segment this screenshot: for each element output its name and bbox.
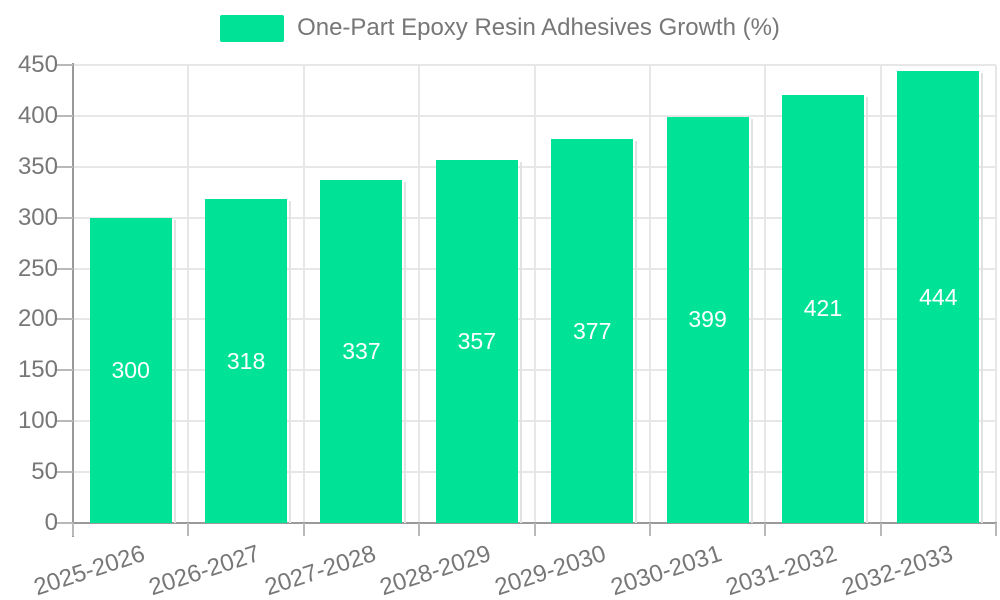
legend-label: One-Part Epoxy Resin Adhesives Growth (%…: [297, 14, 780, 41]
vertical-gridline: [533, 65, 536, 523]
x-axis-tick: [648, 523, 651, 536]
y-axis-tick: [57, 318, 73, 321]
x-axis-tick: [764, 523, 767, 536]
y-axis-tick-label: 100: [17, 407, 58, 435]
bar-value-label: 357: [457, 327, 496, 354]
x-axis-tick: [533, 523, 536, 536]
y-axis-tick: [57, 64, 73, 66]
x-axis-tick: [72, 523, 74, 536]
bar[interactable]: 444: [897, 71, 984, 523]
vertical-gridline: [418, 65, 421, 523]
x-axis-category-label: 2031-2032: [722, 540, 841, 600]
legend-swatch-icon: [220, 14, 285, 42]
bar[interactable]: 421: [781, 94, 868, 524]
y-axis-tick: [57, 471, 73, 474]
x-axis-category-label: 2032-2033: [838, 540, 956, 600]
y-axis-tick-label: 0: [44, 509, 58, 536]
bar-value-label: 421: [803, 295, 843, 322]
bar-value-label: 337: [342, 337, 381, 364]
x-axis-category-label: 2026-2027: [145, 540, 264, 600]
x-axis-tick: [418, 523, 421, 536]
y-axis-tick-label: 200: [17, 305, 58, 333]
x-axis-tick: [302, 523, 305, 536]
bar-value-label: 318: [226, 347, 266, 374]
chart-legend[interactable]: One-Part Epoxy Resin Adhesives Growth (%…: [0, 14, 1000, 42]
y-axis-tick-label: 450: [17, 51, 58, 78]
x-axis-tick: [187, 523, 190, 536]
bar-value-label: 399: [688, 306, 727, 333]
x-axis-category-label: 2029-2030: [492, 540, 610, 600]
y-axis-tick-label: 50: [31, 458, 58, 486]
x-axis-category-label: 2028-2029: [376, 540, 495, 600]
bar[interactable]: 337: [320, 180, 407, 523]
vertical-gridline: [764, 65, 767, 523]
y-axis-tick-label: 300: [17, 203, 58, 231]
bar[interactable]: 377: [551, 139, 638, 523]
y-axis-tick: [57, 369, 73, 372]
y-axis-tick-label: 150: [17, 356, 58, 384]
y-axis-tick: [57, 420, 73, 423]
vertical-gridline: [648, 65, 651, 523]
vertical-gridline: [302, 65, 305, 523]
y-axis-tick-label: 350: [17, 152, 58, 180]
bar-value-label: 444: [919, 283, 958, 310]
vertical-gridline: [187, 65, 190, 523]
y-axis-tick-label: 400: [17, 101, 58, 129]
y-axis-tick-label: 250: [17, 254, 58, 282]
x-axis-category-label: 2027-2028: [261, 540, 379, 600]
y-axis-tick: [57, 216, 73, 219]
vertical-gridline: [995, 65, 997, 523]
y-axis-tick: [57, 165, 73, 168]
vertical-gridline: [879, 65, 882, 523]
bar[interactable]: 300: [89, 217, 176, 524]
x-axis-category-label: 2030-2031: [607, 540, 725, 600]
x-axis-category-label: 2025-2026: [30, 540, 149, 600]
bar-value-label: 300: [111, 356, 150, 383]
bar[interactable]: 399: [666, 116, 753, 524]
y-axis-tick: [57, 114, 73, 117]
bar[interactable]: 357: [435, 159, 522, 524]
x-axis-tick: [995, 523, 997, 536]
y-axis-line: [72, 63, 74, 537]
x-axis-tick: [879, 523, 882, 536]
y-axis-tick: [57, 522, 73, 524]
bar-value-label: 377: [573, 317, 612, 344]
y-axis-tick: [57, 267, 73, 270]
bar[interactable]: 318: [205, 199, 292, 523]
